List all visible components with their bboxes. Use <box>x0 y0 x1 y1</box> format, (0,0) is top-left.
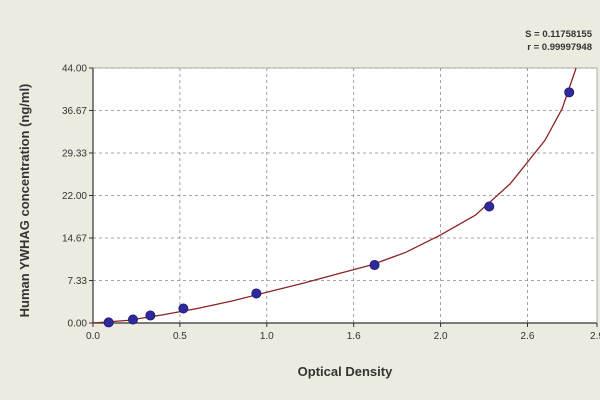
y-tick-label: 0.00 <box>68 319 88 330</box>
fit-stat-r: r = 0.99997948 <box>527 42 592 53</box>
y-tick-label: 14.67 <box>62 233 87 244</box>
x-tick-label: 1.0 <box>260 331 274 342</box>
x-tick-label: 2.9 <box>590 331 600 342</box>
y-tick-label: 22.00 <box>62 191 87 202</box>
x-tick-label: 1.6 <box>347 331 361 342</box>
data-point <box>127 314 138 325</box>
fit-stat-s: S = 0.11758155 <box>525 29 593 40</box>
x-axis-title: Optical Density <box>298 364 393 379</box>
data-points <box>103 87 575 328</box>
y-axis-title: Human YWHAG concentration (ng/ml) <box>17 84 32 318</box>
data-point <box>178 303 189 314</box>
data-point <box>564 87 575 98</box>
y-tick-label: 36.67 <box>62 106 87 117</box>
axes <box>89 67 598 327</box>
y-tick-label: 44.00 <box>62 64 87 75</box>
tick-labels: 0.00 7.33 14.67 22.00 29.33 36.67 44.00 0.0 0.5 1… <box>62 64 600 343</box>
data-point <box>145 310 156 321</box>
x-tick-label: 0.0 <box>86 331 100 342</box>
data-point <box>251 288 262 299</box>
y-tick-label: 29.33 <box>62 149 87 160</box>
data-point <box>484 201 495 212</box>
x-tick-label: 2.0 <box>434 331 448 342</box>
data-point <box>369 260 380 271</box>
x-tick-label: 2.6 <box>521 331 535 342</box>
x-tick-label: 0.5 <box>173 331 187 342</box>
grid-lines <box>93 67 597 323</box>
data-point <box>103 317 114 328</box>
y-tick-label: 7.33 <box>68 276 88 287</box>
